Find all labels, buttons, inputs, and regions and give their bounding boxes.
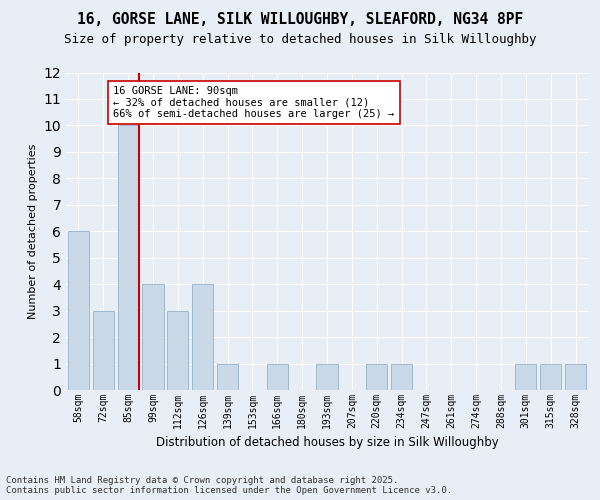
Bar xyxy=(515,364,536,390)
Bar xyxy=(267,364,288,390)
Bar xyxy=(93,310,114,390)
Text: Size of property relative to detached houses in Silk Willoughby: Size of property relative to detached ho… xyxy=(64,32,536,46)
Text: 16 GORSE LANE: 90sqm
← 32% of detached houses are smaller (12)
66% of semi-detac: 16 GORSE LANE: 90sqm ← 32% of detached h… xyxy=(113,86,394,119)
Bar xyxy=(565,364,586,390)
Bar xyxy=(142,284,164,390)
Y-axis label: Number of detached properties: Number of detached properties xyxy=(28,144,38,319)
Text: 16, GORSE LANE, SILK WILLOUGHBY, SLEAFORD, NG34 8PF: 16, GORSE LANE, SILK WILLOUGHBY, SLEAFOR… xyxy=(77,12,523,28)
Bar xyxy=(316,364,338,390)
Bar xyxy=(192,284,213,390)
X-axis label: Distribution of detached houses by size in Silk Willoughby: Distribution of detached houses by size … xyxy=(155,436,499,450)
Bar xyxy=(391,364,412,390)
Bar xyxy=(366,364,387,390)
Bar xyxy=(540,364,561,390)
Bar xyxy=(217,364,238,390)
Bar xyxy=(167,310,188,390)
Bar xyxy=(68,231,89,390)
Bar xyxy=(118,126,139,390)
Text: Contains HM Land Registry data © Crown copyright and database right 2025.
Contai: Contains HM Land Registry data © Crown c… xyxy=(6,476,452,495)
